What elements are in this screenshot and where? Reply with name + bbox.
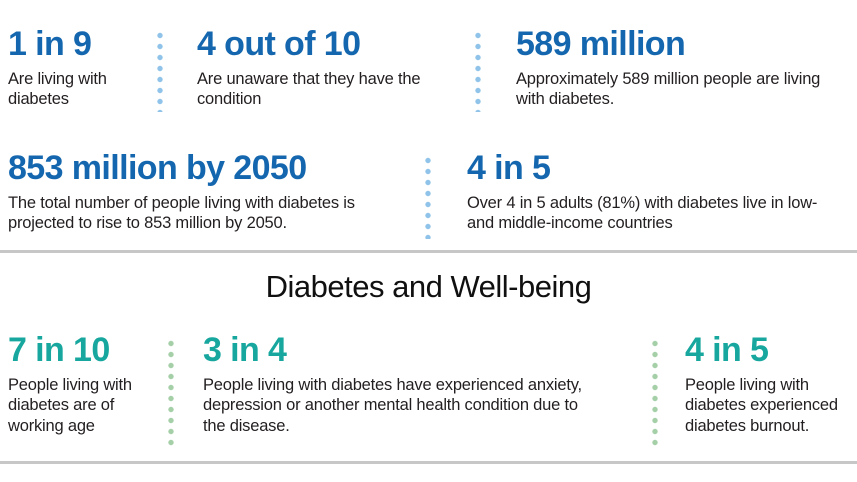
- stat-card-4-in-5-burnout: 4 in 5 People living with diabetes exper…: [685, 331, 855, 437]
- stat-description: Are living with diabetes: [8, 69, 107, 109]
- stat-card-1-in-9: 1 in 9 Are living with diabetes: [8, 25, 178, 110]
- dotted-separator-vertical: [157, 32, 163, 112]
- stat-value: 589 million: [516, 25, 686, 63]
- stat-value: 4 in 5: [467, 149, 551, 187]
- dotted-separator-vertical: [652, 340, 658, 446]
- stat-card-3-in-4: 3 in 4 People living with diabetes have …: [203, 331, 648, 437]
- dotted-separator-vertical: [475, 32, 481, 112]
- stat-description: Are unaware that they have the condition: [197, 69, 421, 109]
- dotted-separator-vertical: [425, 157, 431, 239]
- stat-value: 7 in 10: [8, 331, 110, 369]
- stat-value: 4 in 5: [685, 331, 769, 369]
- stat-description: People living with diabetes are of worki…: [8, 375, 132, 436]
- stat-card-7-in-10: 7 in 10 People living with diabetes are …: [8, 331, 168, 437]
- wellbeing-heading: Diabetes and Well-being: [265, 269, 592, 304]
- section-divider-bottom: [0, 461, 857, 464]
- stat-description: Approximately 589 million people are liv…: [516, 69, 821, 109]
- stat-value: 4 out of 10: [197, 25, 361, 63]
- stat-card-4-in-5-countries: 4 in 5 Over 4 in 5 adults (81%) with dia…: [467, 149, 855, 234]
- stat-description: Over 4 in 5 adults (81%) with diabetes l…: [467, 193, 818, 233]
- stat-card-4-out-of-10: 4 out of 10 Are unaware that they have t…: [197, 25, 482, 110]
- stat-value: 853 million by 2050: [8, 149, 307, 187]
- stat-description: The total number of people living with d…: [8, 193, 355, 233]
- stat-card-853-million-by-2050: 853 million by 2050 The total number of …: [8, 149, 413, 234]
- stat-description: People living with diabetes have experie…: [203, 375, 582, 436]
- dotted-separator-vertical: [168, 340, 174, 446]
- stat-value: 3 in 4: [203, 331, 287, 369]
- stat-description: People living with diabetes experienced …: [685, 375, 838, 436]
- section-divider-top: [0, 250, 857, 253]
- stat-card-589-million: 589 million Approximately 589 million pe…: [516, 25, 854, 110]
- stat-value: 1 in 9: [8, 25, 92, 63]
